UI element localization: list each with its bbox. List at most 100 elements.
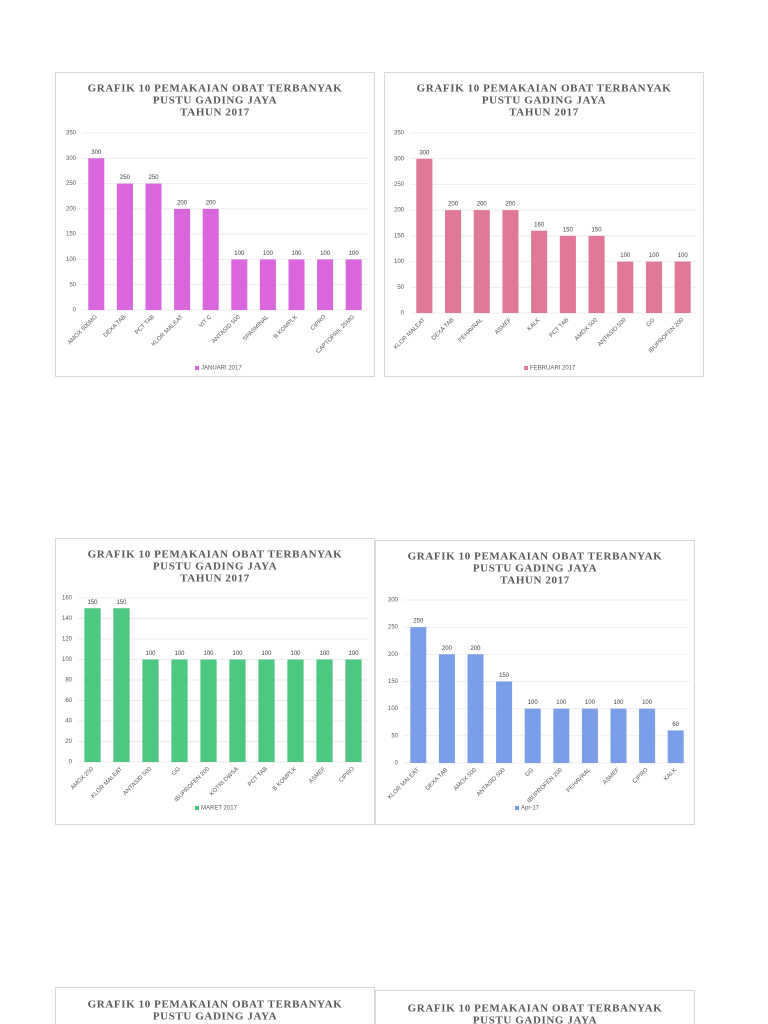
chart-title: GRAFIK 10 PEMAKAIAN OBAT TERBANYAK [88, 83, 343, 95]
data-label: 100 [320, 251, 331, 257]
chart-title: TAHUN 2017 [509, 107, 579, 119]
y-tick-label: 100 [388, 706, 399, 712]
chart-border [375, 540, 695, 825]
y-tick-label: 80 [65, 678, 72, 684]
y-tick-label: 100 [66, 257, 77, 263]
bar [531, 230, 548, 313]
chart-title: TAHUN 2017 [180, 107, 250, 119]
bar [445, 210, 462, 313]
bar [345, 259, 362, 310]
bar [287, 659, 304, 762]
bar [588, 235, 605, 313]
bar [467, 654, 484, 763]
chart-panel: GRAFIK 10 PEMAKAIAN OBAT TERBANYAKPUSTU … [375, 990, 695, 1024]
bar [116, 183, 133, 310]
data-label: 100 [290, 651, 301, 657]
chart-title: PUSTU GADING JAYA [482, 95, 606, 107]
data-label: 100 [678, 253, 689, 259]
data-label: 100 [620, 253, 631, 259]
bar [559, 235, 576, 313]
bar [473, 210, 490, 313]
chart-title: TAHUN 2017 [500, 575, 570, 587]
data-label: 100 [232, 651, 243, 657]
data-label: 250 [148, 175, 159, 181]
x-tick-label: GG [171, 766, 182, 777]
data-label: 100 [585, 700, 596, 706]
y-tick-label: 0 [401, 311, 405, 317]
data-label: 150 [499, 673, 510, 679]
chart-panel: GRAFIK 10 PEMAKAIAN OBAT TERBANYAKPUSTU … [55, 538, 375, 825]
legend-swatch [524, 366, 528, 370]
chart-title: PUSTU GADING JAYA [473, 563, 597, 575]
chart-border [375, 990, 695, 1024]
data-label: 150 [116, 600, 127, 606]
y-tick-label: 300 [66, 156, 77, 162]
y-tick-label: 300 [388, 598, 399, 604]
legend-swatch [195, 806, 199, 810]
bar [345, 659, 362, 762]
bar [410, 627, 427, 763]
bar [645, 261, 662, 313]
bar [88, 158, 105, 310]
y-tick-label: 40 [65, 719, 72, 725]
y-tick-label: 120 [62, 637, 73, 643]
bar [200, 659, 217, 762]
bar [553, 708, 570, 763]
y-tick-label: 20 [65, 739, 72, 745]
data-label: 250 [120, 175, 131, 181]
bar [674, 261, 691, 313]
chart-title: TAHUN 2017 [180, 573, 250, 585]
chart-panel: GRAFIK 10 PEMAKAIAN OBAT TERBANYAKPUSTU … [55, 72, 375, 377]
bar [229, 659, 246, 762]
bar [581, 708, 598, 763]
bar [84, 608, 101, 762]
y-tick-label: 200 [394, 208, 405, 214]
data-label: 200 [206, 200, 217, 206]
bar [231, 259, 248, 310]
y-tick-label: 60 [65, 698, 72, 704]
data-label: 300 [91, 150, 102, 156]
data-label: 150 [87, 600, 98, 606]
data-label: 250 [413, 619, 424, 625]
y-tick-label: 0 [69, 760, 73, 766]
legend-label: MARET 2017 [201, 806, 238, 812]
data-label: 100 [556, 700, 567, 706]
bar [639, 708, 656, 763]
bar [113, 608, 130, 762]
y-tick-label: 50 [397, 285, 404, 291]
y-tick-label: 140 [62, 616, 73, 622]
bar [502, 210, 519, 313]
y-tick-label: 200 [388, 652, 399, 658]
chart-title: GRAFIK 10 PEMAKAIAN OBAT TERBANYAK [408, 551, 663, 563]
data-label: 100 [263, 251, 274, 257]
chart-title: GRAFIK 10 PEMAKAIAN OBAT TERBANYAK [88, 999, 343, 1011]
y-tick-label: 250 [66, 181, 77, 187]
y-tick-label: 50 [391, 733, 398, 739]
bar [202, 208, 219, 310]
y-tick-label: 50 [69, 282, 76, 288]
y-tick-label: 350 [66, 131, 77, 137]
data-label: 100 [613, 700, 624, 706]
data-label: 200 [442, 646, 453, 652]
data-label: 150 [592, 227, 603, 233]
x-tick-label: GG [646, 317, 657, 328]
data-label: 200 [177, 200, 188, 206]
bar [174, 208, 191, 310]
y-tick-label: 150 [388, 679, 399, 685]
bar [496, 681, 513, 763]
bar [145, 183, 162, 310]
data-label: 100 [291, 251, 302, 257]
y-tick-label: 100 [394, 259, 405, 265]
bar [258, 659, 275, 762]
data-label: 150 [563, 227, 574, 233]
bar [316, 659, 333, 762]
chart-title: PUSTU GADING JAYA [153, 1011, 277, 1023]
bar [317, 259, 334, 310]
data-label: 100 [234, 251, 245, 257]
data-label: 100 [319, 651, 330, 657]
data-label: 100 [528, 700, 539, 706]
bar [617, 261, 634, 313]
y-tick-label: 100 [62, 657, 73, 663]
y-tick-label: 150 [394, 233, 405, 239]
